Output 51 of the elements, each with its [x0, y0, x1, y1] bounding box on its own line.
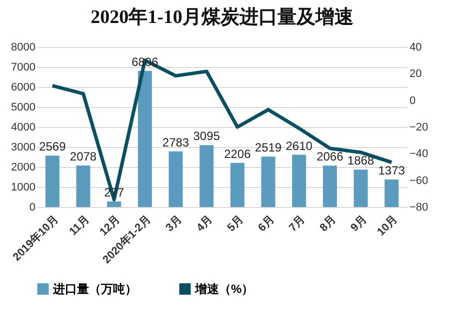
- data-label: 2610: [286, 138, 313, 153]
- bar: [107, 201, 122, 207]
- data-label: 1373: [378, 164, 406, 178]
- data-label: 1868: [347, 154, 374, 168]
- y2-tick-label: 20: [410, 68, 422, 80]
- x-tick-label: 6月: [256, 214, 277, 234]
- y2-tick-label: 0: [410, 94, 416, 107]
- y-tick-label: 1000: [11, 182, 36, 194]
- y2-tick-label: −20: [410, 122, 428, 134]
- data-label: 2519: [254, 140, 282, 155]
- y-tick-label: 8000: [11, 42, 36, 54]
- x-tick-label: 7月: [286, 214, 308, 234]
- legend-label: 增速（%）: [194, 282, 254, 296]
- y-tick-label: 7000: [11, 62, 36, 74]
- data-label: 2066: [316, 150, 344, 164]
- bar: [138, 70, 152, 207]
- bar: [45, 156, 60, 207]
- bar: [230, 162, 244, 207]
- x-tick-label: 5月: [225, 214, 246, 234]
- bar: [322, 166, 337, 207]
- bar: [76, 165, 90, 207]
- y-tick-label: 4000: [11, 122, 36, 134]
- x-tick-label: 3月: [164, 214, 184, 234]
- data-label: 2569: [39, 140, 66, 154]
- y2-tick-label: −80: [410, 202, 428, 214]
- legend-label: 进口量（万吨）: [52, 282, 137, 296]
- chart-title: 2020年1-10月煤炭进口量及增速: [90, 6, 354, 28]
- x-tick-label: 9月: [348, 214, 370, 234]
- data-label: 2206: [224, 146, 252, 161]
- bar: [384, 180, 399, 207]
- x-tick-label: 12月: [98, 214, 123, 238]
- bar: [168, 151, 183, 207]
- data-label: 3095: [193, 129, 220, 144]
- y-tick-label: 6000: [11, 82, 36, 94]
- y2-tick-label: −40: [410, 148, 428, 160]
- x-tick-label: 11月: [67, 214, 92, 238]
- data-label: 2783: [162, 135, 190, 150]
- y-tick-label: 0: [29, 202, 36, 214]
- x-tick-label: 8月: [318, 214, 338, 234]
- bar: [200, 145, 214, 207]
- y-tick-label: 5000: [11, 102, 36, 114]
- y-tick-label: 3000: [11, 142, 36, 154]
- bar: [292, 154, 306, 207]
- x-tick-label: 4月: [194, 214, 216, 234]
- x-tick-label: 10月: [375, 214, 400, 238]
- bar: [261, 156, 276, 207]
- y2-tick-label: −60: [410, 174, 428, 187]
- data-label: 2078: [70, 149, 97, 164]
- y-tick-label: 2000: [11, 162, 36, 174]
- y2-tick-label: 40: [410, 42, 422, 54]
- bar: [354, 170, 368, 207]
